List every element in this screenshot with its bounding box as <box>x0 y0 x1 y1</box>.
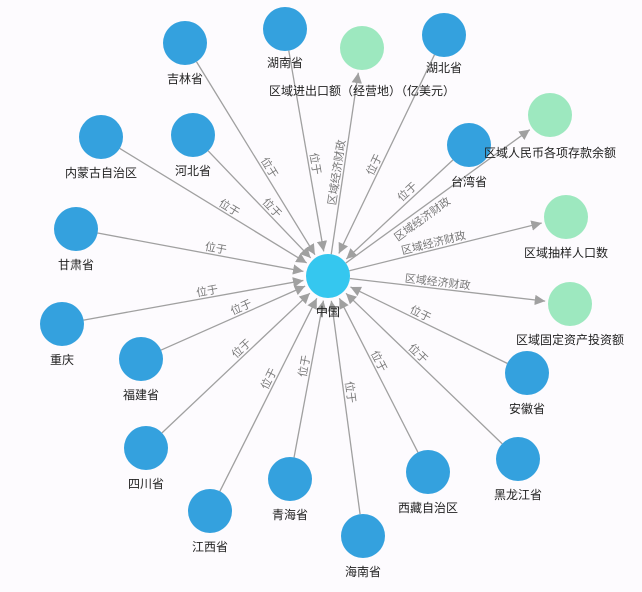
node-heilongjiang[interactable]: 黑龙江省 <box>494 437 542 502</box>
edge-label: 位于 <box>228 296 254 318</box>
node-hebei[interactable]: 河北省 <box>171 113 215 178</box>
node-import-export[interactable]: 区域进出口额（经营地）（亿美元） <box>269 26 455 98</box>
node-circle[interactable] <box>79 115 123 159</box>
node-taiwan[interactable]: 台湾省 <box>447 123 491 189</box>
edge-label: 位于 <box>195 282 219 300</box>
node-gansu[interactable]: 甘肃省 <box>54 207 98 272</box>
edge-sichuan[interactable] <box>161 292 311 434</box>
edge-label: 位于 <box>406 341 432 366</box>
node-circle[interactable] <box>54 207 98 251</box>
node-label: 区域人民币各项存款余额 <box>484 145 616 160</box>
edge-label: 位于 <box>408 302 434 324</box>
edge-label: 位于 <box>307 152 325 176</box>
node-label: 安徽省 <box>509 401 545 416</box>
edge-label: 位于 <box>258 154 281 180</box>
node-fujian[interactable]: 福建省 <box>119 337 163 402</box>
node-label: 青海省 <box>272 507 308 522</box>
node-chongqing[interactable]: 重庆 <box>40 302 84 367</box>
edge-fujian[interactable] <box>160 285 306 351</box>
edge-label: 位于 <box>228 336 254 361</box>
node-label: 江西省 <box>192 540 228 554</box>
edge-xizang[interactable] <box>338 297 419 453</box>
edge-hunan[interactable] <box>288 50 328 252</box>
edge-heilongjiang[interactable] <box>345 292 503 445</box>
node-neimenggu[interactable]: 内蒙古自治区 <box>65 115 137 180</box>
node-jiangxi[interactable]: 江西省 <box>188 489 232 554</box>
node-label: 海南省 <box>345 564 381 579</box>
edge-deposits[interactable] <box>345 129 531 264</box>
node-label: 河北省 <box>175 164 211 178</box>
node-sichuan[interactable]: 四川省 <box>124 426 168 491</box>
node-qinghai[interactable]: 青海省 <box>268 457 312 522</box>
node-anhui[interactable]: 安徽省 <box>505 351 549 416</box>
node-circle[interactable] <box>406 450 450 494</box>
edge-hubei[interactable] <box>338 54 436 254</box>
edge-taiwan[interactable] <box>345 159 454 260</box>
node-population[interactable]: 区域抽样人口数 <box>524 195 608 260</box>
node-hubei[interactable]: 湖北省 <box>422 13 466 75</box>
node-circle[interactable] <box>422 13 466 57</box>
node-label: 中国 <box>316 304 340 319</box>
edge-investment[interactable] <box>349 277 546 306</box>
node-circle[interactable] <box>268 457 312 501</box>
node-circle[interactable] <box>548 282 592 326</box>
node-label: 内蒙古自治区 <box>65 165 137 180</box>
node-circle[interactable] <box>188 489 232 533</box>
node-hunan[interactable]: 湖南省 <box>263 7 307 70</box>
node-investment[interactable]: 区域固定资产投资额 <box>516 282 624 347</box>
node-xizang[interactable]: 西藏自治区 <box>398 450 458 515</box>
node-label: 西藏自治区 <box>398 501 458 515</box>
node-hainan[interactable]: 海南省 <box>341 514 385 579</box>
node-circle[interactable] <box>263 7 307 51</box>
node-circle[interactable] <box>505 351 549 395</box>
node-circle[interactable] <box>447 123 491 167</box>
edge-chongqing[interactable] <box>83 277 304 321</box>
node-circle[interactable] <box>119 337 163 381</box>
edge-label: 区域经济财政 <box>325 139 349 206</box>
edge-population[interactable] <box>349 220 542 272</box>
node-deposits[interactable]: 区域人民币各项存款余额 <box>484 93 616 160</box>
edge-qinghai[interactable] <box>293 300 327 458</box>
node-label: 区域抽样人口数 <box>524 245 608 260</box>
edge-label: 位于 <box>394 179 420 204</box>
edge-hebei[interactable] <box>207 150 312 259</box>
edge-gansu[interactable] <box>97 232 304 275</box>
edge-anhui[interactable] <box>350 286 508 364</box>
node-circle[interactable] <box>528 93 572 137</box>
edge-label: 位于 <box>295 354 313 378</box>
node-circle[interactable] <box>163 21 207 65</box>
node-label: 台湾省 <box>451 174 487 189</box>
edge-neimenggu[interactable] <box>119 147 308 264</box>
node-label: 黑龙江省 <box>494 488 542 502</box>
node-circle[interactable] <box>306 254 350 298</box>
node-circle[interactable] <box>341 514 385 558</box>
node-label: 湖北省 <box>426 60 462 75</box>
node-label: 重庆 <box>50 353 74 367</box>
edge-hainan[interactable] <box>327 300 361 515</box>
edge-label: 位于 <box>204 239 228 257</box>
node-circle[interactable] <box>171 113 215 157</box>
node-circle[interactable] <box>124 426 168 470</box>
edge-label: 位于 <box>342 380 359 404</box>
node-circle[interactable] <box>40 302 84 346</box>
node-circle[interactable] <box>544 195 588 239</box>
node-label: 福建省 <box>123 387 159 402</box>
node-china[interactable]: 中国 <box>306 254 350 319</box>
node-jilin[interactable]: 吉林省 <box>163 21 207 86</box>
node-label: 吉林省 <box>167 72 203 86</box>
edge-label: 位于 <box>363 152 385 178</box>
node-circle[interactable] <box>340 26 384 70</box>
node-circle[interactable] <box>496 437 540 481</box>
edge-jilin[interactable] <box>195 61 316 256</box>
node-label: 湖南省 <box>267 55 303 70</box>
node-label: 甘肃省 <box>58 258 94 272</box>
node-label: 区域固定资产投资额 <box>516 332 624 347</box>
edge-import-export[interactable] <box>330 72 362 255</box>
node-label: 四川省 <box>128 477 164 491</box>
edge-label: 位于 <box>216 196 242 219</box>
node-label: 区域进出口额（经营地）（亿美元） <box>269 83 455 98</box>
edge-jiangxi[interactable] <box>219 298 318 492</box>
